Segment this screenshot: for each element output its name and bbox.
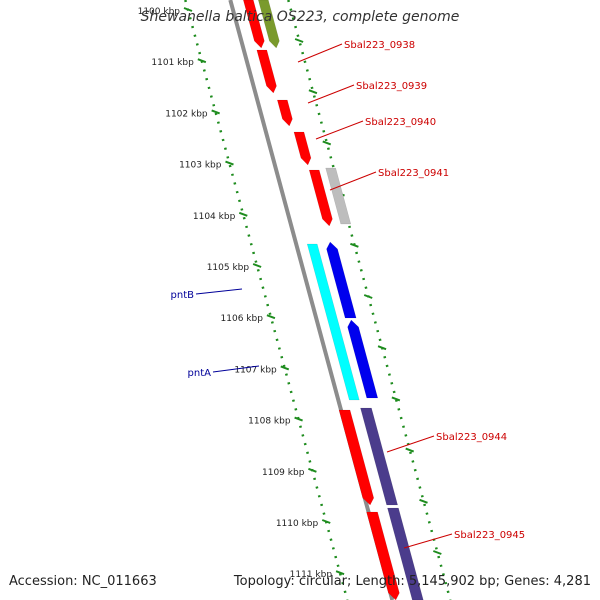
gene-label-leader (315, 120, 364, 140)
gene-label-leader (307, 84, 355, 104)
gene-label: pntB (171, 290, 195, 301)
gene-label: Sbal223_0938 (344, 40, 415, 51)
gene-label-leader (297, 43, 343, 63)
genome-title: Shewanella baltica OS223, complete genom… (140, 9, 460, 25)
gene-label: Sbal223_0940 (365, 117, 436, 128)
ruler-tick-outer (377, 345, 387, 351)
gene-arrow (308, 169, 333, 227)
ruler-tick (308, 467, 317, 473)
ruler-tick (321, 519, 331, 524)
gene-arrow (326, 241, 357, 319)
ruler-tick (335, 570, 345, 576)
ruler-tick (266, 314, 276, 320)
ruler-tick-outer (350, 242, 359, 248)
ruler-tick (197, 58, 207, 64)
ruler-tick (294, 416, 303, 422)
gene-label-leader (403, 533, 453, 549)
ruler-tick-outer (294, 38, 304, 43)
gene-label-leader (386, 435, 435, 453)
ruler-label: 1107 kbp (234, 365, 277, 375)
ruler-label: 1106 kbp (221, 314, 264, 324)
gene-arrow (256, 49, 277, 94)
ruler-tick-outer (363, 294, 373, 299)
ruler-label: 1103 kbp (179, 161, 222, 171)
ruler-tick-outer (419, 498, 428, 504)
track-band (180, 0, 453, 600)
ruler-label: 1109 kbp (262, 468, 305, 478)
ruler-label: 1105 kbp (207, 263, 250, 273)
gene-label: Sbal223_0944 (436, 432, 507, 443)
gene-label: Sbal223_0939 (356, 81, 427, 92)
ruler-tick-outer (405, 447, 415, 453)
gene-label-leader (195, 288, 243, 295)
ruler-tick (252, 263, 262, 268)
gene-label-leader (329, 171, 377, 191)
ruler-tick-outer (391, 396, 401, 402)
ruler-label: 1101 kbp (151, 58, 194, 68)
gene-arrow (325, 167, 352, 225)
ruler-tick (225, 160, 234, 166)
gene-label: pntA (188, 368, 212, 379)
ruler-tick-outer (308, 89, 318, 95)
gene-arrow (293, 131, 312, 166)
ruler-tick (211, 109, 220, 115)
accession-text: Accession: NC_011663 (9, 574, 157, 589)
gene-arrow (366, 511, 400, 600)
gene-arrow (338, 409, 375, 506)
gene-arrow (306, 243, 360, 401)
ruler-tick-outer (322, 140, 332, 146)
ruler-label: 1108 kbp (248, 417, 291, 427)
ruler-label: 1100 kbp (138, 7, 181, 17)
genome-summary-text: Topology: circular; Length: 5,145,902 bp… (233, 574, 591, 589)
ruler-tick (238, 211, 248, 217)
gene-arrow (387, 507, 424, 600)
gene-label: Sbal223_0945 (454, 530, 525, 541)
gene-arrow (347, 319, 379, 399)
gene-label: Sbal223_0941 (378, 168, 449, 179)
gene-arrow (360, 407, 398, 506)
ruler-label: 1110 kbp (276, 519, 319, 529)
gene-arrow (243, 0, 265, 49)
ruler-label: 1111 kbp (290, 570, 333, 580)
ruler-tick-outer (432, 550, 442, 555)
ruler-label: 1102 kbp (165, 109, 208, 119)
ruler-label: 1104 kbp (193, 212, 236, 222)
gene-arrow (276, 99, 293, 127)
gene-label-leader (212, 365, 260, 373)
gene-arrow (258, 0, 280, 49)
ruler-tick (183, 7, 193, 12)
ruler-tick (280, 365, 290, 371)
